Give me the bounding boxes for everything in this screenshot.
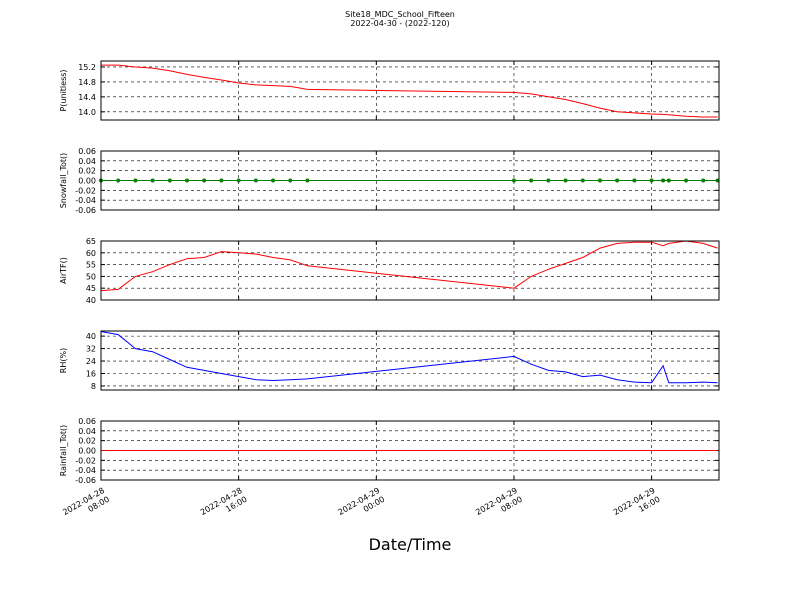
x-tick-label: 2022-04-2908:00 — [474, 486, 524, 526]
y-tick-label: 0.04 — [78, 157, 96, 166]
x-tick-label: 2022-04-2816:00 — [199, 486, 249, 526]
y-tick-label: 32 — [86, 345, 96, 354]
data-point — [253, 178, 258, 183]
plot-frame — [100, 420, 720, 481]
data-point — [271, 178, 276, 183]
y-tick-label: -0.04 — [75, 196, 96, 205]
plot-frame — [100, 60, 720, 121]
y-tick-label: -0.06 — [75, 476, 96, 485]
y-tick-label: -0.02 — [75, 456, 96, 465]
data-point — [597, 178, 602, 183]
y-tick-label: -0.04 — [75, 466, 96, 475]
data-point — [219, 178, 224, 183]
chart-title: Site18_MDC_School_Fifteen — [345, 10, 455, 19]
data-point — [666, 178, 671, 183]
x-tick-label: 2022-04-2916:00 — [612, 486, 662, 526]
data-point — [116, 178, 121, 183]
data-point — [305, 178, 310, 183]
x-tick-label: 2022-04-2900:00 — [337, 486, 387, 526]
plot-frame — [100, 240, 720, 301]
data-point — [563, 178, 568, 183]
y-tick-label: 60 — [86, 249, 96, 258]
y-tick-label: 55 — [86, 261, 96, 270]
y-axis-label: P(unitless) — [59, 69, 68, 111]
y-axis-label: Rainfall_Tot() — [59, 425, 68, 477]
plot-frame — [100, 330, 720, 391]
y-tick-label: 0.06 — [78, 417, 96, 426]
y-tick-label: 14.8 — [78, 78, 96, 87]
y-axis-label: Snowfall_Tot() — [59, 153, 68, 209]
y-tick-label: 0.00 — [78, 177, 96, 186]
y-tick-label: 24 — [86, 357, 96, 366]
data-point — [661, 178, 666, 183]
data-point — [511, 178, 516, 183]
y-axis-label: AirTF() — [59, 257, 68, 284]
x-axis-label: Date/Time — [369, 535, 452, 554]
data-point — [580, 178, 585, 183]
data-line — [101, 64, 718, 118]
data-point — [236, 178, 241, 183]
y-tick-label: 65 — [86, 237, 96, 246]
y-tick-label: 40 — [86, 332, 96, 341]
y-tick-label: 50 — [86, 272, 96, 281]
data-point — [649, 178, 654, 183]
y-tick-label: 16 — [86, 369, 96, 378]
data-point — [185, 178, 190, 183]
y-tick-label: 0.02 — [78, 437, 96, 446]
x-tick-label: 2022-04-2808:00 — [61, 486, 111, 526]
y-tick-label: 40 — [86, 296, 96, 305]
y-tick-label: 15.2 — [78, 63, 96, 72]
data-point — [167, 178, 172, 183]
data-point — [288, 178, 293, 183]
data-point — [632, 178, 637, 183]
data-point — [150, 178, 155, 183]
data-point — [133, 178, 138, 183]
y-tick-label: -0.02 — [75, 186, 96, 195]
y-tick-label: 0.04 — [78, 427, 96, 436]
y-axis-label: RH(%) — [59, 348, 68, 373]
data-point — [615, 178, 620, 183]
y-tick-label: 0.06 — [78, 147, 96, 156]
data-point — [546, 178, 551, 183]
data-point — [684, 178, 689, 183]
data-point — [701, 178, 706, 183]
y-tick-label: -0.06 — [75, 206, 96, 215]
plot-frame — [100, 150, 720, 211]
data-line — [100, 240, 718, 292]
data-point — [529, 178, 534, 183]
y-tick-label: 14.0 — [78, 108, 96, 117]
data-point — [202, 178, 207, 183]
y-tick-label: 0.02 — [78, 167, 96, 176]
y-tick-label: 45 — [86, 284, 96, 293]
y-tick-label: 0.00 — [78, 447, 96, 456]
chart-subtitle: 2022-04-30 - (2022-120) — [350, 19, 449, 28]
y-tick-label: 8 — [91, 382, 96, 391]
y-tick-label: 14.4 — [78, 93, 96, 102]
data-line — [100, 331, 718, 384]
